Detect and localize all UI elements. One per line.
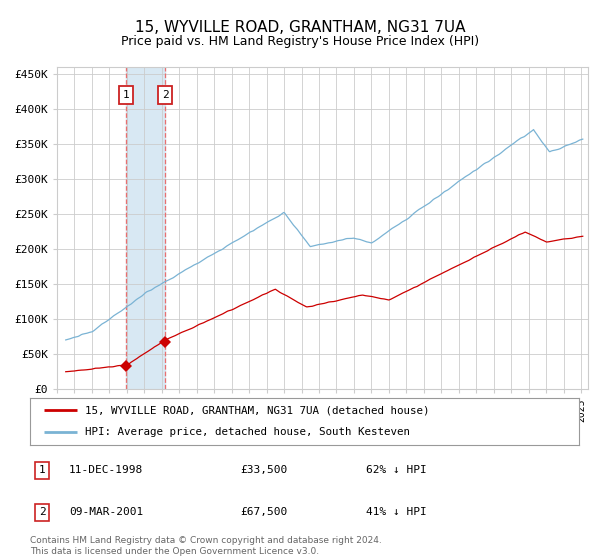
Text: 09-MAR-2001: 09-MAR-2001 (69, 507, 143, 517)
Text: 1: 1 (38, 465, 46, 475)
Text: 2: 2 (162, 90, 169, 100)
Text: 15, WYVILLE ROAD, GRANTHAM, NG31 7UA: 15, WYVILLE ROAD, GRANTHAM, NG31 7UA (135, 20, 465, 35)
Text: 62% ↓ HPI: 62% ↓ HPI (366, 465, 427, 475)
Text: 2: 2 (38, 507, 46, 517)
Text: £33,500: £33,500 (240, 465, 287, 475)
Text: HPI: Average price, detached house, South Kesteven: HPI: Average price, detached house, Sout… (85, 427, 410, 437)
Text: 15, WYVILLE ROAD, GRANTHAM, NG31 7UA (detached house): 15, WYVILLE ROAD, GRANTHAM, NG31 7UA (de… (85, 405, 430, 416)
Bar (126, 67, 165, 389)
Text: Contains HM Land Registry data © Crown copyright and database right 2024.
This d: Contains HM Land Registry data © Crown c… (30, 536, 382, 556)
Text: £67,500: £67,500 (240, 507, 287, 517)
Text: Price paid vs. HM Land Registry's House Price Index (HPI): Price paid vs. HM Land Registry's House … (121, 35, 479, 48)
Text: 41% ↓ HPI: 41% ↓ HPI (366, 507, 427, 517)
Text: 11-DEC-1998: 11-DEC-1998 (69, 465, 143, 475)
Text: 1: 1 (122, 90, 129, 100)
